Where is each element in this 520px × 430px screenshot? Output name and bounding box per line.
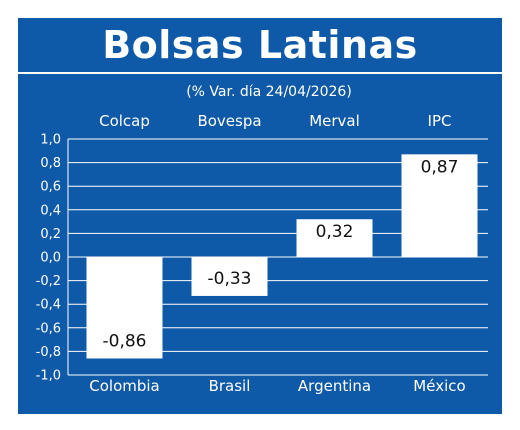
country-label: México <box>413 377 465 395</box>
bar <box>191 257 268 296</box>
country-label: Brasil <box>209 377 251 395</box>
y-tick-label: 0,2 <box>40 227 61 242</box>
index-label: Colcap <box>99 112 150 130</box>
country-label: Colombia <box>89 377 160 395</box>
y-tick-label: -0,8 <box>36 345 61 360</box>
y-tick-label: 0,6 <box>40 180 61 195</box>
y-tick-label: 1,0 <box>40 133 61 148</box>
bar <box>86 257 163 359</box>
country-labels: Colombia Brasil Argentina México <box>89 377 465 395</box>
value-labels: -0,86 -0,33 0,32 0,87 <box>103 157 459 351</box>
chart-title: Bolsas Latinas <box>102 23 418 67</box>
y-tick-label: 0,0 <box>40 251 61 266</box>
y-tick-label: -0,6 <box>36 321 61 336</box>
index-label: Merval <box>309 112 360 130</box>
y-tick-label: 0,8 <box>40 156 61 171</box>
bars <box>86 154 478 359</box>
title-bar: Bolsas Latinas <box>18 18 502 74</box>
value-label: 0,87 <box>421 157 459 177</box>
value-label: -0,86 <box>103 331 147 351</box>
value-label: -0,33 <box>208 269 252 289</box>
y-tick-label: -0,2 <box>36 274 61 289</box>
index-label: Bovespa <box>197 112 261 130</box>
y-axis-ticks: 1,0 0,8 0,6 0,4 0,2 0,0 -0,2 -0,4 -0,6 -0,8 -1,0 <box>36 133 61 384</box>
bar <box>296 219 373 257</box>
y-tick-label: -0,4 <box>36 298 61 313</box>
index-label: IPC <box>428 112 452 130</box>
index-labels: Colcap Bovespa Merval IPC <box>99 112 451 130</box>
chart-subtitle: (% Var. día 24/04/2026) <box>186 84 352 100</box>
y-tick-label: 0,4 <box>40 203 61 218</box>
country-label: Argentina <box>298 377 371 395</box>
value-label: 0,32 <box>316 222 354 242</box>
bar <box>401 154 478 257</box>
y-tick-label: -1,0 <box>36 369 61 384</box>
